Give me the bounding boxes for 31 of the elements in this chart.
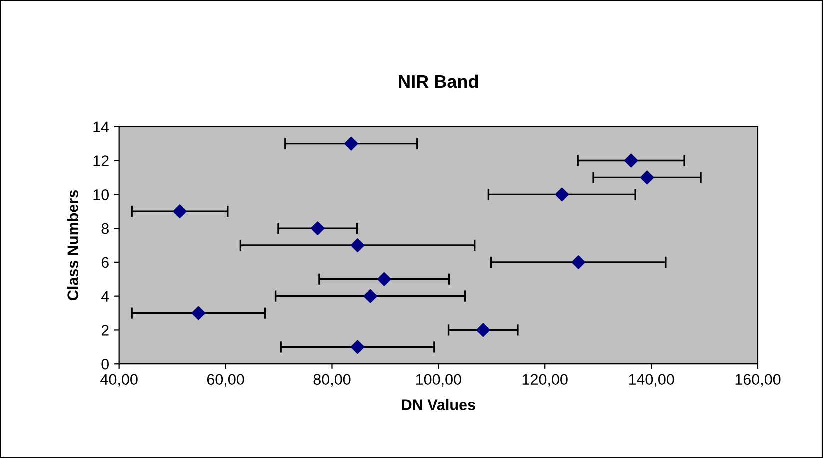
point (624, 154, 638, 168)
y-tick-label: 4 (101, 291, 110, 302)
point (350, 238, 365, 252)
point (572, 256, 586, 270)
point (377, 272, 392, 286)
point (173, 204, 187, 218)
x-tick-label: 140,00 (629, 374, 674, 387)
x-tick-label: 120,00 (522, 374, 568, 387)
y-tick-label: 6 (102, 257, 109, 268)
point (192, 306, 206, 320)
point (344, 136, 358, 151)
point (310, 222, 325, 236)
y-axis-title: Class Numbers (67, 190, 78, 300)
x-tick-label: 60,00 (207, 374, 244, 387)
y-tick-label: 8 (102, 223, 109, 234)
point (350, 340, 365, 354)
point (364, 289, 378, 304)
x-tick-label: 40,00 (100, 374, 138, 387)
point (476, 323, 490, 338)
point (555, 188, 570, 202)
point (640, 170, 654, 185)
x-tick-label: 100,00 (416, 374, 462, 387)
chart-title: NIR Band (399, 74, 478, 88)
x-tick-label: 160,00 (736, 374, 781, 387)
y-tick-label: 14 (94, 122, 110, 132)
y-tick-label: 12 (94, 156, 109, 166)
y-tick-label: 0 (102, 358, 110, 370)
y-tick-label: 2 (102, 325, 109, 336)
x-axis-title: DN Values (402, 399, 476, 410)
x-tick-label: 80,00 (314, 374, 351, 387)
y-tick-label: 10 (94, 190, 110, 200)
